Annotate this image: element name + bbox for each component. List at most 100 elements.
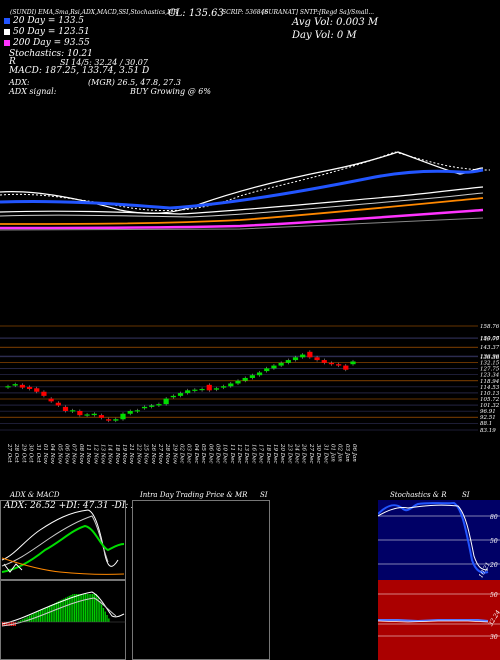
ema50-line-1 <box>0 186 484 215</box>
rsi-panel: 50 30 32.24 <box>378 580 500 660</box>
stoch-rsi-title-si: SI <box>462 491 470 499</box>
header-right-title: [SURANAT] SNTP:[Regd Sa]/Small... <box>262 9 375 16</box>
ema-gray-line <box>0 217 484 231</box>
candle <box>321 360 327 363</box>
candle <box>19 384 25 388</box>
date-label: 03 Jan <box>344 444 350 462</box>
date-label: 06 Jan <box>351 444 357 462</box>
legend-ema200-label: 200 Day = 93.55 <box>13 38 90 48</box>
date-label: 13 Dec <box>243 444 249 464</box>
adx-signal-label: ADX signal: <box>9 87 57 96</box>
candle <box>307 351 313 358</box>
candle <box>141 406 148 409</box>
date-label: 24 Dec <box>294 443 300 464</box>
candle <box>228 383 234 387</box>
price-scale-label: 136.96 <box>480 354 500 360</box>
macd-bar <box>66 596 69 622</box>
macd-bar <box>43 608 45 622</box>
macd-bar <box>7 622 9 626</box>
candle <box>84 414 90 416</box>
candle <box>55 402 61 406</box>
legend-ema20-label: 20 Day = 133.5 <box>13 16 85 26</box>
price-scale-label: 114.53 <box>480 385 500 391</box>
candle <box>113 419 119 421</box>
legend-ema50-label: 50 Day = 123.51 <box>13 27 90 37</box>
macd-bar <box>61 599 63 622</box>
date-axis: 27 Oct 28 Oct 29 Oct 30 Oct 31 Oct 01 Nov 04 N… <box>6 443 357 465</box>
rsi-label: R <box>9 57 16 67</box>
macd-bar <box>104 611 106 622</box>
date-label: 28 Oct <box>13 443 19 463</box>
candle <box>170 395 176 398</box>
avg-volume: Avg Vol: 0.003 M <box>292 17 379 28</box>
macd-bar <box>106 615 108 622</box>
candle <box>77 410 83 416</box>
date-label: 10 Dec <box>222 444 228 464</box>
price-scale-label: 150.06 <box>480 336 500 342</box>
date-labels: 27 Oct 28 Oct 29 Oct 30 Oct 31 Oct 01 Nov 04 N… <box>6 443 357 465</box>
price-scale-label: 96.91 <box>480 409 496 415</box>
date-label: 12 Nov <box>92 444 98 465</box>
candle <box>300 354 306 358</box>
candle <box>5 386 11 388</box>
candle <box>177 393 184 396</box>
intraday-title-si: SI <box>260 491 268 499</box>
intraday-title: Intra Day Trading Price & MR <box>140 491 248 499</box>
candle <box>336 364 342 366</box>
date-label: 06 Nov <box>64 444 70 465</box>
date-label: 26 Dec <box>301 443 307 464</box>
candle <box>206 384 212 391</box>
adx-white-line <box>1 509 119 567</box>
date-label: 30 Oct <box>28 444 34 463</box>
candle <box>343 365 349 370</box>
date-label: 27 Oct <box>6 443 12 463</box>
price-scale-label: 88.1 <box>480 421 492 427</box>
macd-bar <box>50 604 52 622</box>
candle <box>314 357 320 361</box>
date-label: 23 Dec <box>286 443 292 464</box>
macd-bar <box>95 594 97 622</box>
candle <box>134 410 140 412</box>
macd-histogram <box>2 594 110 626</box>
macd-bar <box>92 594 94 622</box>
macd-bar <box>20 620 22 622</box>
date-label: 19 Nov <box>121 444 127 465</box>
stochastics-k-line <box>378 501 489 574</box>
macd-bar <box>81 594 83 622</box>
candle <box>221 386 227 388</box>
macd-bar <box>101 604 103 622</box>
date-label: 31 Dec <box>322 444 328 464</box>
adx-panel <box>0 500 126 580</box>
macd-bar <box>74 594 76 622</box>
date-label: 26 Nov <box>150 443 156 465</box>
date-label: 01 Nov <box>42 444 48 465</box>
rsi-line <box>378 619 489 623</box>
ema200-line <box>0 208 484 230</box>
macd-bar <box>90 594 92 622</box>
date-label: 18 Nov <box>114 444 120 465</box>
candle <box>278 362 284 366</box>
macd-bar <box>41 609 43 622</box>
date-label: 11 Nov <box>85 444 91 465</box>
date-label: 29 Nov <box>171 443 177 465</box>
stochastics-value: Stochastics: 10.21 <box>9 49 93 59</box>
macd-bar <box>48 605 51 622</box>
candle <box>156 404 162 406</box>
price-scale-label: 110.13 <box>480 391 500 397</box>
macd-bar <box>25 617 27 622</box>
candle <box>235 380 241 384</box>
ema50-line-2 <box>0 192 484 218</box>
macd-bar <box>75 594 78 622</box>
price-scale-label: 105.72 <box>480 397 500 403</box>
macd-bar <box>29 615 31 622</box>
macd-bar <box>68 595 70 622</box>
candle <box>271 365 277 369</box>
macd-bar <box>93 594 96 622</box>
price-grid <box>0 325 478 431</box>
date-label: 11 Dec <box>229 444 235 464</box>
stoch-tick-50: 50 <box>490 538 498 545</box>
candle <box>163 398 169 405</box>
candle <box>48 398 54 402</box>
date-label: 27 Nov <box>157 443 163 465</box>
